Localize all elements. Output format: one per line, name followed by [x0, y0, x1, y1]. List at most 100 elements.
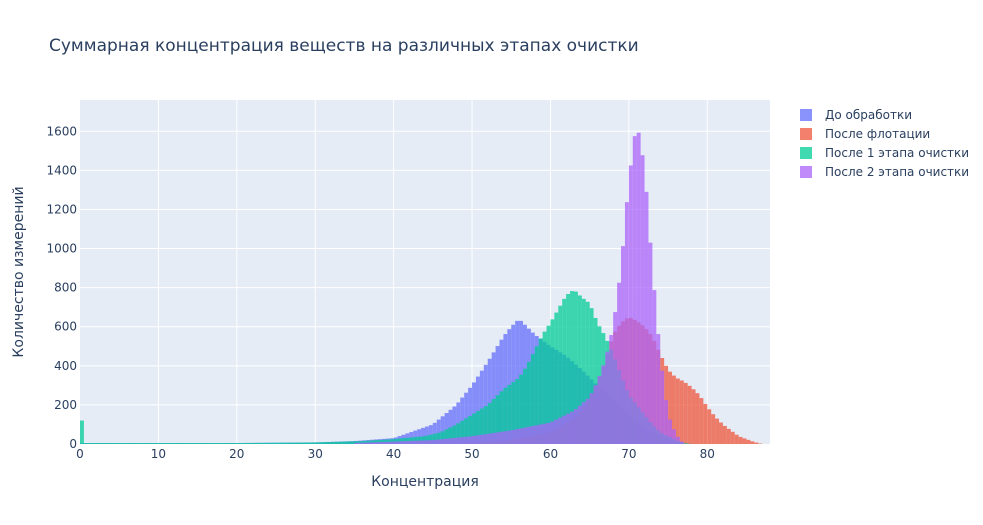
histogram-bar: [413, 440, 418, 444]
histogram-bar: [558, 417, 563, 444]
histogram-bar: [472, 435, 476, 444]
histogram-bar: [264, 442, 269, 444]
histogram-bar: [432, 433, 437, 444]
histogram-bar: [562, 415, 567, 444]
histogram-bar: [621, 246, 625, 444]
histogram-bar: [248, 442, 253, 444]
histogram-bar: [581, 298, 586, 444]
histogram-bar: [405, 441, 410, 444]
histogram-bar: [127, 443, 131, 444]
histogram-bar: [366, 442, 371, 444]
legend-label: До обработки: [825, 107, 913, 122]
histogram-bar: [142, 443, 147, 444]
histogram-bar: [83, 443, 88, 444]
histogram-bar: [150, 443, 155, 444]
histogram-bar: [487, 402, 492, 444]
histogram-bar: [550, 319, 555, 444]
histogram-bar: [389, 441, 394, 444]
histogram-bar: [440, 416, 445, 444]
legend-item-posle-2-etapa[interactable]: После 2 этапа очистки: [800, 162, 969, 181]
histogram-bar: [358, 442, 363, 444]
histogram-bar: [558, 305, 563, 444]
histogram-bar: [636, 132, 641, 444]
histogram-bar: [679, 441, 684, 444]
histogram-bar: [593, 385, 598, 444]
y-tick-label: 1400: [46, 163, 77, 177]
histogram-bar: [671, 429, 676, 444]
histogram-bar: [707, 409, 712, 444]
histogram-bar: [428, 425, 433, 444]
legend-item-do-obrabotki[interactable]: До обработки: [800, 105, 969, 124]
histogram-bar: [307, 442, 312, 444]
histogram-bar: [468, 415, 473, 444]
histogram-bar: [315, 442, 320, 444]
histogram-bar: [421, 440, 425, 444]
histogram-bar: [534, 346, 539, 444]
histogram-bar: [385, 439, 390, 444]
histogram-bar: [346, 441, 351, 444]
histogram-bar: [432, 439, 437, 444]
histogram-bar: [425, 426, 429, 444]
histogram-bar: [460, 437, 465, 444]
histogram-bar: [444, 438, 449, 444]
histogram-bar: [95, 443, 100, 444]
histogram-bar: [523, 368, 527, 444]
histogram-bar: [425, 440, 429, 444]
legend-item-posle-flotatsii[interactable]: После флотации: [800, 124, 969, 143]
histogram-bar: [138, 443, 143, 444]
histogram-bar: [189, 443, 194, 444]
histogram-bar: [495, 346, 500, 444]
histogram-bar: [162, 443, 167, 444]
histogram-bar: [119, 443, 124, 444]
histogram-bar: [295, 442, 300, 444]
histogram-bar: [577, 295, 582, 444]
histogram-bar: [475, 376, 480, 444]
histogram-bar: [711, 414, 716, 444]
histogram-bar: [405, 437, 410, 444]
legend-swatch: [800, 165, 812, 178]
histogram-bar: [409, 440, 414, 444]
y-tick-label: 800: [54, 281, 77, 295]
histogram-bar: [475, 411, 480, 444]
histogram-bar: [232, 443, 237, 444]
histogram-bar: [397, 441, 402, 444]
histogram-bar: [217, 443, 222, 444]
legend-label: После 2 этапа очистки: [825, 164, 970, 179]
legend-item-posle-1-etapa[interactable]: После 1 этапа очистки: [800, 143, 969, 162]
histogram-bar: [178, 443, 182, 444]
histogram-bar: [268, 442, 273, 444]
histogram-bar: [519, 374, 524, 444]
histogram-bar: [530, 426, 535, 444]
histogram-bar: [503, 387, 508, 444]
histogram-bar: [609, 335, 614, 444]
histogram-bar: [464, 436, 469, 444]
histogram-bar: [742, 438, 747, 444]
histogram-bar: [699, 398, 704, 444]
histogram-bar: [585, 301, 590, 444]
histogram-bar: [593, 317, 598, 444]
histogram-bar: [311, 442, 316, 444]
y-tick-label: 1000: [46, 242, 77, 256]
histogram-bar: [613, 312, 618, 444]
histogram-bar: [272, 442, 277, 444]
histogram-bar: [479, 434, 484, 444]
histogram-bar: [417, 440, 422, 444]
histogram-bar: [628, 165, 633, 444]
x-tick-label: 50: [464, 447, 479, 461]
histogram-bar: [671, 375, 676, 444]
histogram-bar: [722, 425, 727, 444]
histogram-bar: [511, 381, 516, 444]
histogram-bar: [715, 418, 720, 444]
histogram-bar: [515, 429, 520, 444]
histogram-bar: [664, 400, 669, 444]
histogram-bar: [605, 351, 610, 444]
histogram-bar: [503, 431, 508, 444]
histogram-bar: [507, 430, 512, 444]
histogram-bar: [291, 442, 296, 444]
y-tick-label: 200: [54, 398, 77, 412]
histogram-bar: [495, 395, 500, 444]
y-tick-label: 1200: [46, 202, 77, 216]
histogram-bar: [213, 443, 218, 444]
histogram-bar: [428, 434, 433, 444]
histogram-bar: [358, 441, 363, 444]
